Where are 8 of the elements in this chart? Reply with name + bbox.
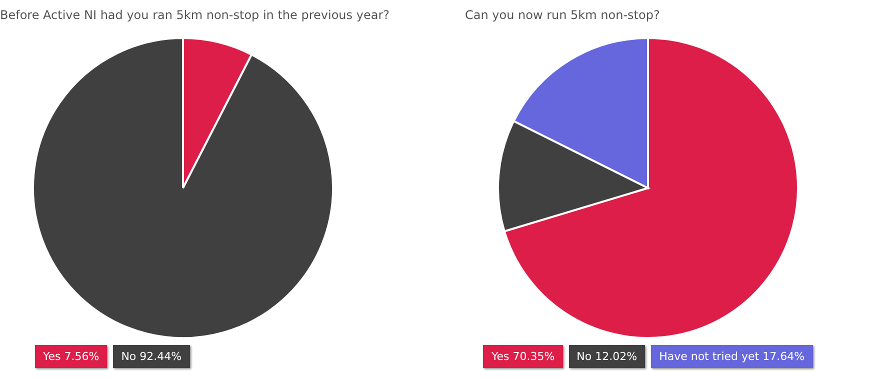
chart-title: Can you now run 5km non-stop? bbox=[465, 8, 660, 22]
legend-label: No 92.44% bbox=[121, 345, 190, 368]
chart-title: Before Active NI had you ran 5km non-stop in the previous year? bbox=[0, 8, 390, 22]
pie-slice bbox=[32, 37, 334, 339]
legend-label: Yes 7.56% bbox=[43, 345, 108, 368]
legend-label: No 12.02% bbox=[576, 345, 646, 368]
legend-label: Yes 70.35% bbox=[491, 345, 563, 368]
legend-label: Have not tried yet 17.64% bbox=[659, 345, 813, 368]
